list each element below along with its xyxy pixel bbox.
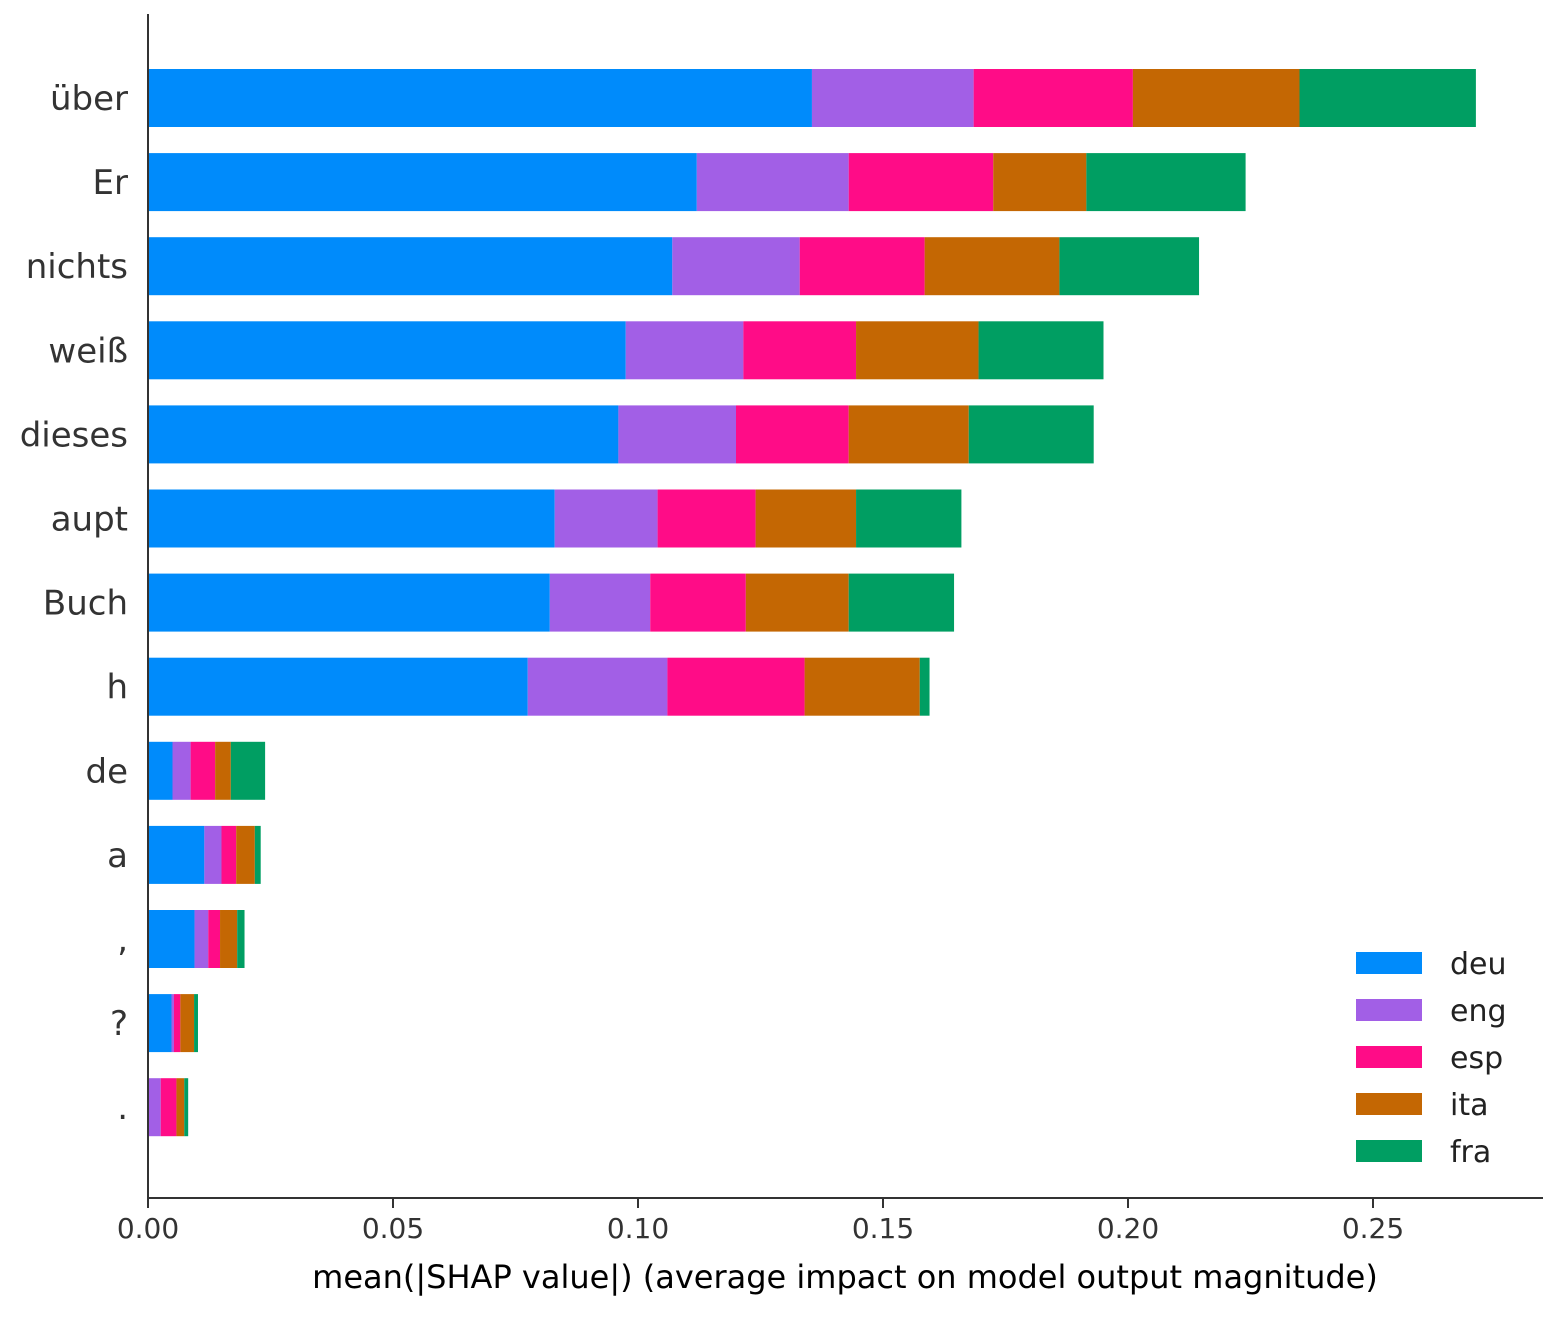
bar-segment-eng-3 bbox=[625, 321, 744, 380]
bar-segment-deu-0 bbox=[148, 69, 812, 127]
bar-segment-ita-2 bbox=[924, 237, 1060, 296]
category-label: ? bbox=[110, 1004, 128, 1044]
bar-segment-deu-4 bbox=[148, 405, 619, 464]
bar-segment-eng-5 bbox=[554, 489, 658, 548]
bar-segment-eng-11 bbox=[171, 994, 174, 1053]
category-label: aupt bbox=[51, 500, 128, 540]
bar-segment-esp-10 bbox=[208, 910, 221, 968]
bar-segment-eng-9 bbox=[204, 825, 222, 884]
bar-segment-esp-9 bbox=[221, 825, 237, 884]
bar-segment-ita-0 bbox=[1132, 69, 1300, 127]
bar-segment-esp-3 bbox=[743, 321, 857, 380]
bar-segment-fra-9 bbox=[254, 825, 261, 884]
legend-swatch-eng bbox=[1356, 999, 1422, 1021]
bar-segment-ita-12 bbox=[176, 1078, 185, 1137]
legend-swatch-fra bbox=[1356, 1140, 1422, 1162]
bar-segment-ita-9 bbox=[236, 825, 255, 884]
bar-segment-deu-8 bbox=[148, 741, 173, 800]
bar-segment-ita-11 bbox=[180, 994, 195, 1053]
bar-segment-deu-6 bbox=[148, 573, 550, 632]
bar-segment-ita-8 bbox=[215, 741, 231, 800]
bars-layer bbox=[148, 69, 1476, 1137]
category-label: nichts bbox=[26, 247, 128, 287]
bar-segment-deu-5 bbox=[148, 489, 555, 548]
legend-label-ita: ita bbox=[1450, 1088, 1488, 1123]
bar-segment-esp-2 bbox=[799, 237, 925, 296]
bar-segment-fra-10 bbox=[237, 910, 245, 968]
bar-segment-fra-1 bbox=[1086, 153, 1246, 212]
bar-segment-fra-4 bbox=[968, 405, 1094, 464]
bar-segment-fra-3 bbox=[978, 321, 1104, 380]
x-tick-label: 0.10 bbox=[607, 1212, 669, 1245]
category-label: weiß bbox=[48, 331, 128, 371]
bar-segment-fra-11 bbox=[194, 994, 198, 1053]
category-label: . bbox=[117, 1088, 128, 1128]
legend-label-deu: deu bbox=[1450, 947, 1507, 982]
x-tick-label: 0.15 bbox=[852, 1212, 914, 1245]
bar-segment-eng-2 bbox=[672, 237, 800, 296]
bar-segment-fra-0 bbox=[1299, 69, 1476, 127]
legend-label-eng: eng bbox=[1450, 994, 1507, 1029]
legend-swatch-esp bbox=[1356, 1046, 1422, 1068]
bar-segment-eng-7 bbox=[527, 657, 668, 716]
bar-segment-fra-6 bbox=[848, 573, 955, 632]
bar-segment-eng-4 bbox=[618, 405, 736, 464]
bar-segment-ita-7 bbox=[804, 657, 920, 716]
bar-segment-esp-12 bbox=[160, 1078, 177, 1137]
bar-segment-ita-5 bbox=[755, 489, 857, 548]
x-tick-label: 0.25 bbox=[1342, 1212, 1404, 1245]
bar-segment-eng-0 bbox=[811, 69, 974, 127]
category-label: , bbox=[117, 920, 128, 960]
bar-segment-ita-10 bbox=[220, 910, 238, 968]
category-label: über bbox=[50, 79, 128, 119]
bar-segment-eng-6 bbox=[549, 573, 651, 632]
x-axis-label: mean(|SHAP value|) (average impact on mo… bbox=[312, 1258, 1378, 1296]
bar-segment-esp-0 bbox=[973, 69, 1133, 127]
x-tick-label: 0.00 bbox=[117, 1212, 179, 1245]
bar-segment-ita-6 bbox=[745, 573, 849, 632]
bar-segment-fra-8 bbox=[230, 741, 266, 800]
category-label: a bbox=[107, 836, 128, 876]
legend-swatch-deu bbox=[1356, 952, 1422, 974]
bar-segment-eng-1 bbox=[696, 153, 849, 212]
bar-segment-deu-1 bbox=[148, 153, 697, 212]
x-tick-label: 0.20 bbox=[1097, 1212, 1159, 1245]
bar-segment-deu-10 bbox=[148, 910, 195, 968]
bar-segment-esp-11 bbox=[173, 994, 181, 1053]
bar-segment-ita-4 bbox=[848, 405, 969, 464]
bar-segment-ita-3 bbox=[856, 321, 979, 380]
bar-segment-esp-6 bbox=[650, 573, 746, 632]
bar-segment-eng-8 bbox=[172, 741, 191, 800]
bar-segment-eng-10 bbox=[194, 910, 209, 968]
bar-segment-fra-12 bbox=[184, 1078, 189, 1137]
x-tick-label: 0.05 bbox=[362, 1212, 424, 1245]
category-label: dieses bbox=[20, 415, 128, 455]
legend-swatch-ita bbox=[1356, 1093, 1422, 1115]
bar-segment-esp-7 bbox=[667, 657, 805, 716]
bar-segment-eng-12 bbox=[148, 1078, 161, 1137]
bar-segment-esp-5 bbox=[657, 489, 756, 548]
legend-label-esp: esp bbox=[1450, 1041, 1503, 1076]
bar-segment-esp-4 bbox=[736, 405, 849, 464]
bar-segment-esp-1 bbox=[848, 153, 994, 212]
bar-segment-deu-9 bbox=[148, 825, 205, 884]
bar-segment-fra-2 bbox=[1059, 237, 1200, 296]
bar-segment-fra-5 bbox=[856, 489, 962, 548]
category-labels: über Er nichts weiß dieses aupt Buch h de a,?. bbox=[20, 79, 128, 1128]
bar-segment-deu-2 bbox=[148, 237, 673, 296]
category-label: Er bbox=[93, 163, 128, 203]
bar-segment-fra-7 bbox=[919, 657, 930, 716]
legend: deu eng esp ita fra bbox=[1356, 947, 1507, 1170]
bar-segment-ita-1 bbox=[993, 153, 1087, 212]
bar-segment-deu-11 bbox=[148, 994, 172, 1053]
legend-label-fra: fra bbox=[1450, 1135, 1491, 1170]
category-label: h bbox=[106, 668, 128, 708]
category-label: de bbox=[86, 752, 129, 792]
category-label: Buch bbox=[43, 584, 128, 624]
bar-segment-deu-3 bbox=[148, 321, 626, 380]
bar-segment-deu-7 bbox=[148, 657, 528, 716]
x-ticks: 0.00 0.05 0.10 0.15 0.20 0.25 bbox=[117, 1198, 1404, 1245]
bar-segment-esp-8 bbox=[190, 741, 216, 800]
